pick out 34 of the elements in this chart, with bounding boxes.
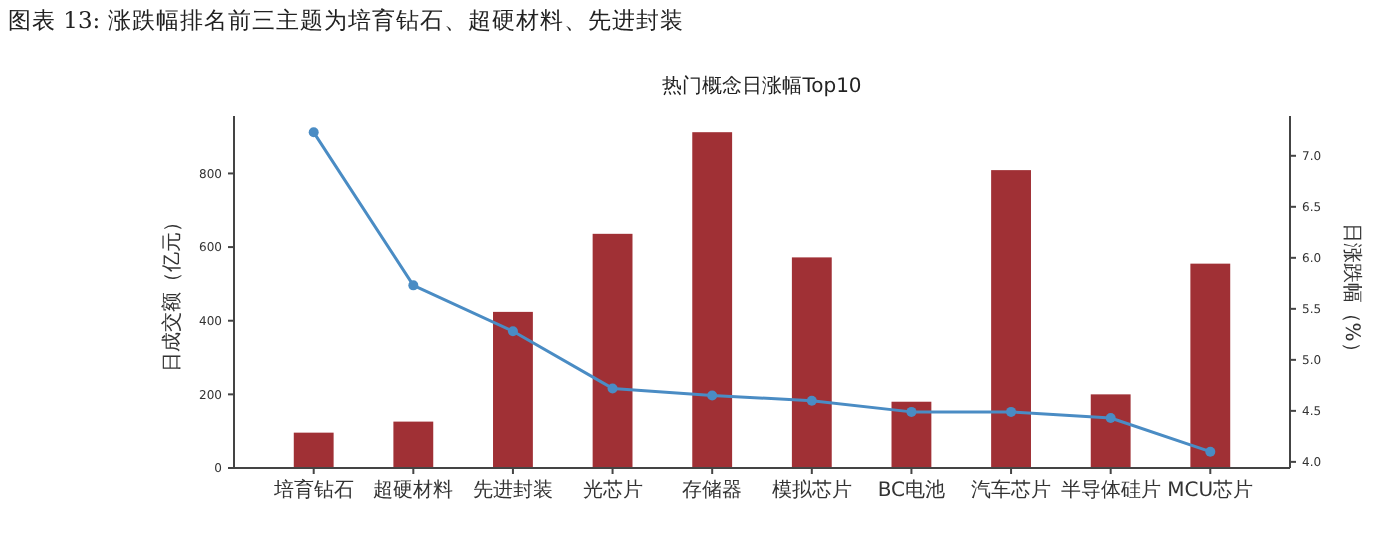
bar [1190,263,1231,468]
point [1006,406,1017,417]
bar [1090,394,1131,468]
point [607,383,618,394]
point [308,127,319,138]
x-tick-label: MCU芯片 [1167,478,1254,502]
bar [592,233,633,468]
y2-axis-title: 日涨跌幅（%） [1340,222,1364,362]
point [1205,446,1216,457]
x-tick-label: 先进封装 [472,478,553,502]
bar [493,311,533,468]
x-tick-label: 模拟芯片 [771,478,852,502]
text: 图表 13: 涨跌幅排名前三主题为培育钻石、超硬材料、先进封装 [8,6,684,34]
point [507,326,518,337]
point [1105,413,1116,424]
point [707,390,718,401]
point [806,395,817,406]
x-tick-label: 半导体硅片 [1060,478,1161,502]
bar [891,401,932,468]
bar [293,432,334,468]
point [408,280,419,291]
bar [791,257,832,468]
bar [393,421,434,468]
y-axis-title: 日成交额（亿元） [160,212,184,372]
x-tick-label: 存储器 [682,478,743,502]
chart-title: 热门概念日涨幅Top10 [662,74,862,98]
bar [692,132,733,468]
bar [991,170,1031,468]
x-tick-label: BC电池 [877,478,946,502]
x-tick-label: 汽车芯片 [971,478,1052,502]
x-tick-label: 光芯片 [582,478,643,502]
x-tick-label: 培育钻石 [271,478,354,502]
x-tick-label: 超硬材料 [373,478,454,502]
point [906,406,917,417]
